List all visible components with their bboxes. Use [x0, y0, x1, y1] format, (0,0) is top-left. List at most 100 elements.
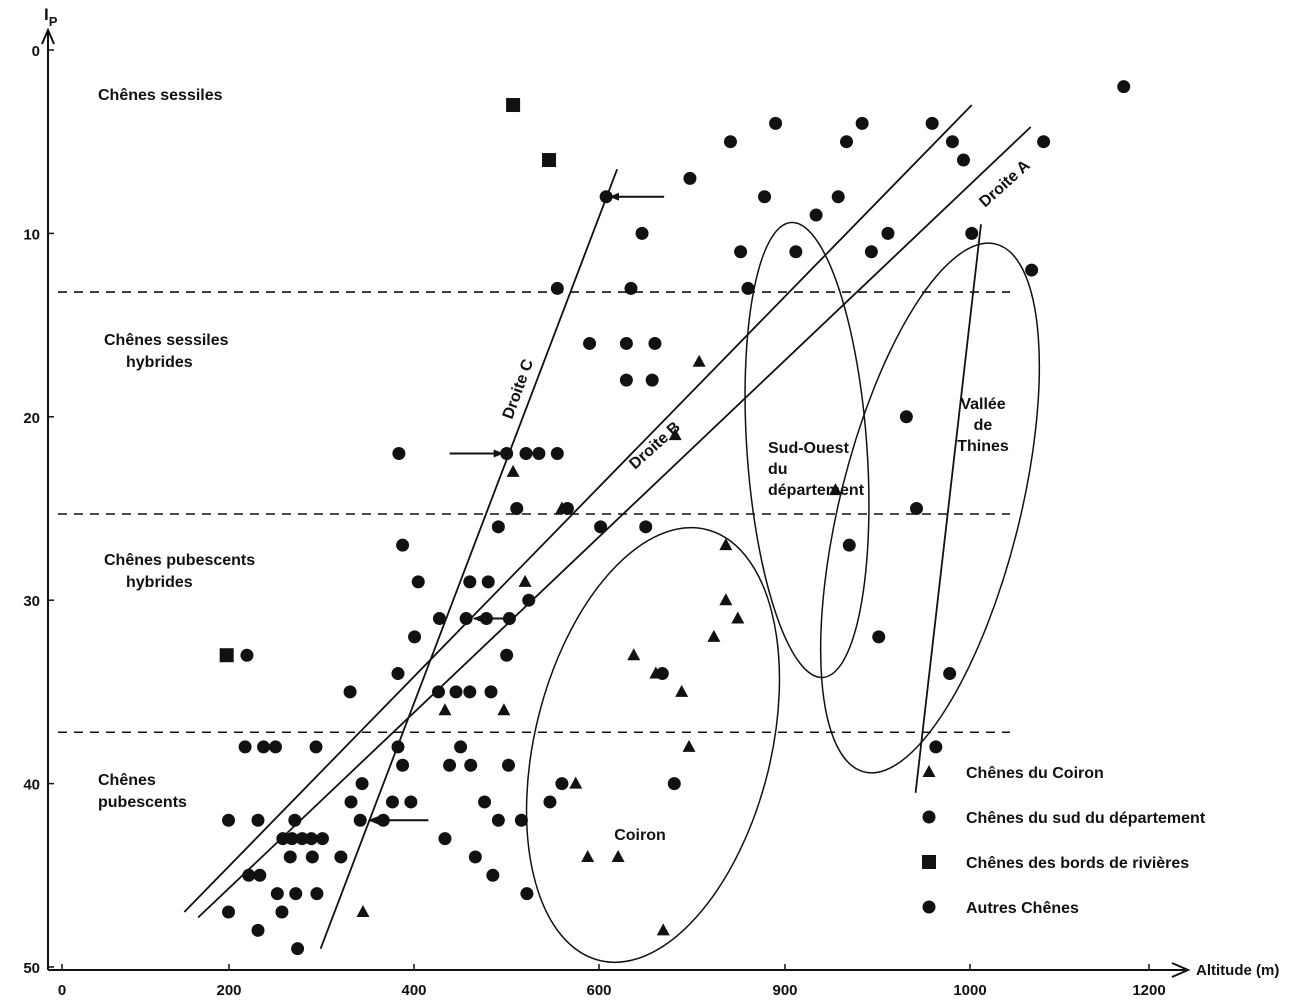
data-point: [242, 868, 256, 882]
data-point: [560, 502, 574, 515]
y-tick-label: 20: [23, 410, 40, 427]
data-point: [627, 648, 641, 661]
regression-line: [914, 224, 982, 793]
data-point: [550, 281, 564, 295]
series-group: [356, 354, 842, 936]
data-point: [645, 373, 659, 387]
data-point: [310, 887, 324, 901]
data-point: [1037, 135, 1051, 149]
data-point: [238, 740, 252, 754]
data-point: [344, 795, 358, 809]
data-point: [222, 813, 236, 827]
region-label: de: [974, 417, 993, 434]
data-point: [432, 685, 446, 699]
data-point: [872, 630, 886, 644]
data-point: [899, 410, 913, 424]
axis-ticks: 0 200 400 600 900 1000 1200 0 10 20 30 40 50: [23, 43, 1165, 999]
data-point: [391, 667, 405, 681]
data-point: [675, 684, 689, 697]
legend-label: Chênes du Coiron: [966, 765, 1104, 782]
zone-labels: Chênes sessiles Chênes sessiles hybrides Ch…: [98, 87, 255, 811]
y-tick-label: 0: [32, 43, 40, 60]
data-point: [682, 739, 696, 752]
data-point: [304, 832, 318, 846]
region-label: département: [768, 482, 865, 499]
y-axis-label-sub: P: [49, 14, 58, 29]
data-point: [619, 336, 633, 350]
legend-label: Chênes du sud du département: [966, 810, 1206, 827]
data-point: [639, 520, 653, 534]
data-point: [289, 887, 303, 901]
data-point: [464, 758, 478, 772]
data-point: [1117, 80, 1131, 94]
data-point: [355, 777, 369, 791]
regression-line: [197, 126, 1032, 919]
data-point: [619, 373, 633, 387]
data-point: [707, 629, 721, 642]
data-point: [240, 648, 254, 662]
data-point: [396, 538, 410, 552]
x-tick-label: 200: [216, 982, 241, 999]
data-point: [251, 813, 265, 827]
data-point: [478, 795, 492, 809]
data-point: [656, 923, 670, 936]
x-tick-label: 0: [58, 982, 66, 999]
data-point: [443, 758, 457, 772]
region-label: Vallée: [960, 396, 1005, 413]
axes: [41, 27, 1191, 978]
x-tick-label: 1000: [953, 982, 986, 999]
data-point: [925, 116, 939, 130]
zone-label: hybrides: [126, 354, 193, 371]
data-point: [468, 850, 482, 864]
data-point: [734, 245, 748, 259]
region-label: du: [768, 461, 788, 478]
data-point: [404, 795, 418, 809]
data-point: [594, 520, 608, 534]
data-point: [731, 611, 745, 624]
x-axis-arrowhead: [1171, 962, 1191, 978]
data-point: [581, 849, 595, 862]
data-point: [486, 868, 500, 882]
y-tick-label: 50: [23, 960, 40, 977]
data-point: [506, 98, 521, 113]
zone-label: hybrides: [126, 574, 193, 591]
data-point: [809, 208, 823, 222]
data-point: [309, 740, 323, 754]
data-points: [219, 80, 1131, 956]
data-point: [285, 832, 299, 846]
data-point: [769, 116, 783, 130]
data-point: [569, 776, 583, 789]
data-point: [855, 116, 869, 130]
data-point: [288, 813, 302, 827]
data-point: [356, 904, 370, 917]
data-point: [449, 685, 463, 699]
data-point: [668, 428, 682, 441]
data-point: [965, 226, 979, 240]
region-ellipse: [525, 526, 781, 964]
data-point: [484, 685, 498, 699]
x-axis-label: Altitude (m): [1196, 962, 1279, 979]
data-point: [831, 190, 845, 204]
data-point: [334, 850, 348, 864]
region-label: Thines: [957, 438, 1009, 455]
y-axis-arrowhead: [41, 27, 55, 45]
data-point: [881, 226, 895, 240]
data-point: [315, 832, 329, 846]
data-point: [648, 336, 662, 350]
y-tick-label: 10: [23, 226, 40, 243]
y-axis-label: IP: [44, 5, 58, 29]
legend-marker: [922, 900, 936, 914]
data-point: [438, 703, 452, 716]
regression-line: [183, 104, 973, 913]
data-point: [500, 446, 514, 460]
data-point: [635, 226, 649, 240]
data-point: [408, 630, 422, 644]
data-point: [542, 153, 557, 168]
data-point: [741, 281, 755, 295]
data-point: [506, 464, 520, 477]
data-point: [353, 813, 367, 827]
data-point: [432, 612, 446, 626]
data-point: [555, 777, 569, 791]
data-point: [343, 685, 357, 699]
